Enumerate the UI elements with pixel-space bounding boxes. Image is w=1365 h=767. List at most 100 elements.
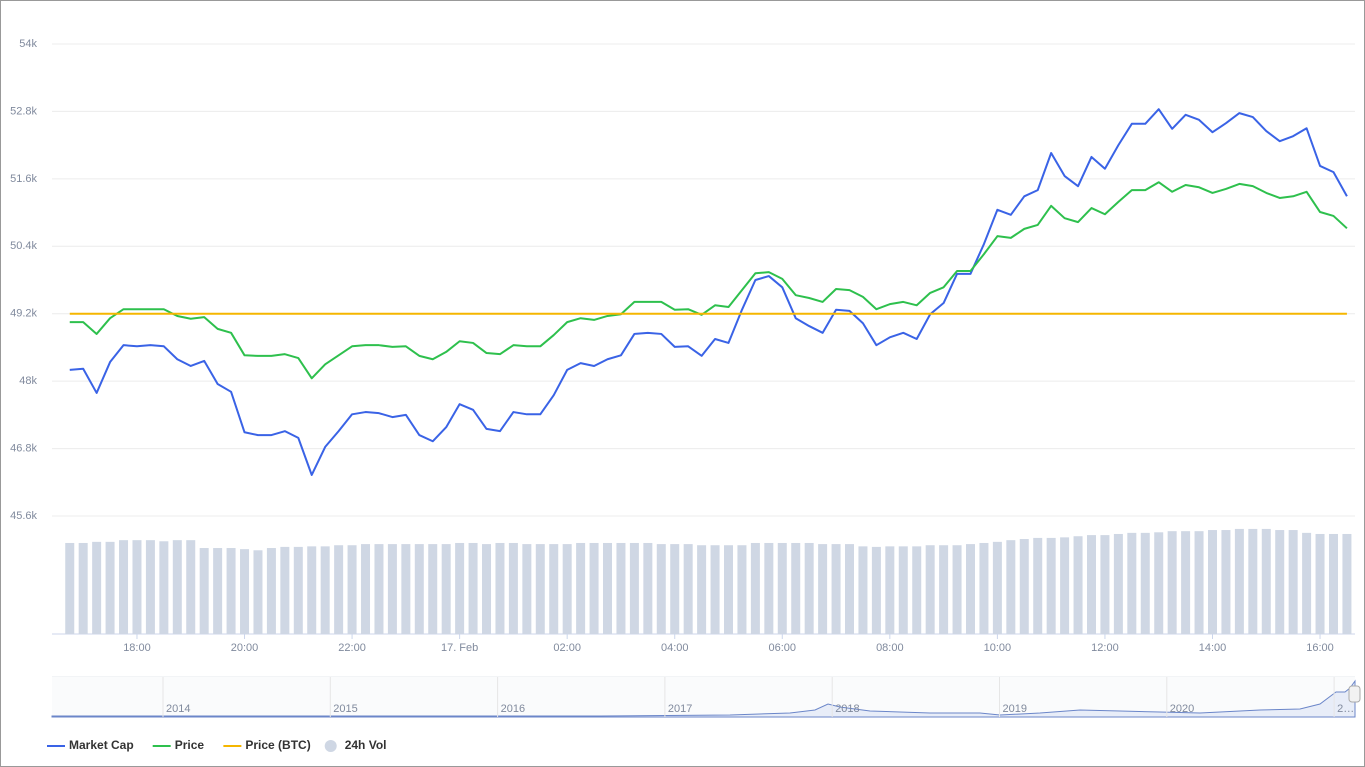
- navigator-handle[interactable]: [1348, 685, 1361, 703]
- volume-bar: [159, 541, 169, 634]
- volume-bar: [280, 546, 290, 634]
- volume-bar: [683, 544, 693, 634]
- volume-bar: [455, 542, 465, 634]
- volume-bar: [697, 545, 707, 634]
- volume-bar: [307, 546, 317, 634]
- volume-bar: [1140, 532, 1150, 634]
- volume-bar: [629, 542, 639, 634]
- volume-bar: [1167, 531, 1177, 634]
- volume-bar: [1328, 533, 1338, 634]
- volume-bar: [871, 546, 881, 634]
- navigator-label: 2015: [333, 703, 357, 715]
- volume-bar: [898, 546, 908, 634]
- y-tick-label: 50.4k: [10, 240, 37, 252]
- volume-bar: [172, 540, 182, 634]
- volume-bar: [1275, 530, 1285, 634]
- volume-bar: [401, 544, 411, 634]
- volume-bar: [939, 545, 949, 634]
- volume-bar: [347, 545, 357, 634]
- x-tick-label: 08:00: [876, 642, 904, 654]
- navigator: 2014 2015 2016 2017 2018 2019 2020 2…: [51, 676, 1356, 718]
- legend-label: 24h Vol: [345, 738, 387, 752]
- navigator-background: [52, 677, 1355, 717]
- volume-bar: [885, 546, 895, 634]
- volume-bar: [589, 542, 599, 634]
- volume-bar: [737, 545, 747, 634]
- volume-bar: [213, 548, 223, 634]
- volume-bar: [1261, 528, 1271, 634]
- volume-bar: [831, 544, 841, 634]
- volume-bar: [549, 544, 559, 634]
- volume-bar: [105, 541, 115, 634]
- volume-bar: [562, 544, 572, 634]
- volume-bar: [1006, 540, 1016, 634]
- volume-bar: [361, 544, 371, 634]
- volume-bar: [750, 542, 760, 634]
- volume-bar: [320, 546, 330, 634]
- volume-bar: [1019, 539, 1029, 634]
- volume-bar: [670, 544, 680, 634]
- y-tick-label: 45.6k: [10, 510, 37, 522]
- volume-bar: [1288, 530, 1298, 634]
- x-tick-label: 02:00: [553, 642, 581, 654]
- volume-bar: [656, 544, 666, 634]
- volume-bar: [603, 542, 613, 634]
- volume-bar: [1033, 537, 1043, 634]
- volume-bar: [186, 540, 196, 634]
- y-tick-label: 54k: [19, 38, 37, 50]
- volume-bar: [78, 542, 88, 634]
- volume-bar: [508, 542, 518, 634]
- x-tick-label: 20:00: [231, 642, 259, 654]
- legend-item[interactable]: 24h Vol: [324, 738, 387, 752]
- y-tick-label: 46.8k: [10, 442, 37, 454]
- legend-label: Market Cap: [69, 738, 134, 752]
- x-tick-label: 10:00: [984, 642, 1012, 654]
- volume-bar: [845, 544, 855, 634]
- volume-bar: [1181, 531, 1191, 634]
- y-tick-label: 49.2k: [10, 308, 37, 320]
- navigator-label: 2020: [1170, 703, 1194, 715]
- legend-item[interactable]: Price (BTC): [223, 738, 311, 752]
- y-tick-label: 48k: [19, 375, 37, 387]
- volume-bar: [374, 544, 384, 634]
- legend-item[interactable]: Price: [152, 738, 205, 752]
- volume-bar: [414, 544, 424, 634]
- legend-label: Price (BTC): [245, 738, 310, 752]
- x-tick-label: 22:00: [338, 642, 366, 654]
- volume-bar: [1342, 533, 1352, 634]
- navigator-label: 2019: [1003, 703, 1027, 715]
- legend-item[interactable]: Market Cap: [47, 738, 134, 752]
- navigator-label: 2018: [835, 703, 859, 715]
- y-tick-label: 52.8k: [10, 105, 37, 117]
- volume-bar: [965, 544, 975, 634]
- x-tick-label: 16:00: [1306, 642, 1334, 654]
- volume-bar: [1207, 530, 1217, 634]
- navigator-label: 2016: [501, 703, 525, 715]
- navigator-line: [51, 679, 1356, 718]
- volume-bar: [912, 546, 922, 634]
- volume-bar: [334, 545, 344, 634]
- volume-bar: [387, 544, 397, 634]
- volume-bar: [643, 542, 653, 634]
- volume-bar: [858, 546, 868, 634]
- volume-bar: [1194, 531, 1204, 634]
- x-tick-label: 14:00: [1199, 642, 1227, 654]
- volume-bar: [1302, 532, 1312, 634]
- x-tick-label: 18:00: [123, 642, 151, 654]
- volume-bar: [1113, 533, 1123, 634]
- volume-bar: [65, 542, 75, 634]
- navigator-label: 2014: [166, 703, 190, 715]
- legend-symbol: [324, 740, 337, 752]
- volume-bar: [992, 541, 1002, 634]
- volume-bar: [226, 548, 236, 634]
- volume-bar: [710, 545, 720, 634]
- volume-bar: [441, 544, 451, 634]
- volume-bar: [482, 544, 492, 634]
- volume-bar: [1234, 528, 1244, 634]
- volume-bar: [428, 544, 438, 634]
- volume-bar: [1086, 535, 1096, 634]
- volume-bar: [1315, 533, 1325, 634]
- volume-bar: [818, 544, 828, 634]
- volume-bar: [240, 549, 250, 634]
